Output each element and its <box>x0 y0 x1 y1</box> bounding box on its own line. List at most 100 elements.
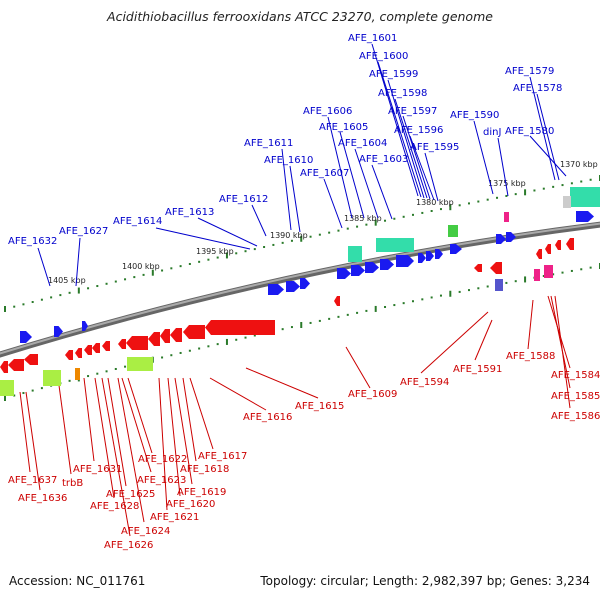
leader-line <box>554 295 571 409</box>
gene-label[interactable]: AFE_1584 <box>551 370 600 381</box>
gene-label[interactable]: AFE_1616 <box>243 412 292 423</box>
gene-label[interactable]: AFE_1597 <box>388 106 437 117</box>
gene-label[interactable]: AFE_1586 <box>551 411 600 422</box>
gene-label[interactable]: AFE_1626 <box>104 540 153 551</box>
outer-scale-tick <box>384 219 387 222</box>
genome-backbone <box>0 221 600 358</box>
outer-scale-tick <box>337 229 340 232</box>
outer-scale-tick <box>161 269 164 272</box>
outer-scale-tick <box>59 294 62 297</box>
reverse-gene <box>490 262 502 274</box>
gene-label[interactable]: AFE_1596 <box>394 125 443 136</box>
misc-feature <box>534 269 540 281</box>
gene-label[interactable]: AFE_1611 <box>244 138 293 149</box>
forward-gene <box>351 265 365 276</box>
gene-label[interactable]: AFE_1628 <box>90 501 139 512</box>
inner-scale-tick <box>253 334 256 337</box>
gene-label[interactable]: AFE_1613 <box>165 207 214 218</box>
leader-line <box>420 311 489 374</box>
gene-label[interactable]: trbB <box>62 478 83 489</box>
gene-label[interactable]: AFE_1599 <box>369 69 418 80</box>
leader-line <box>377 61 422 198</box>
gene-label[interactable]: AFE_1605 <box>319 122 368 133</box>
leader-line <box>327 116 353 219</box>
gene-label[interactable]: AFE_1604 <box>338 138 387 149</box>
gene-label[interactable]: AFE_1591 <box>453 364 502 375</box>
leader-line <box>289 165 301 233</box>
gene-label[interactable]: AFE_1580 <box>505 126 554 137</box>
gene-label[interactable]: dinJ <box>483 127 501 138</box>
pseudo-gene <box>0 380 14 396</box>
inner-scale-tick <box>439 294 442 297</box>
gene-label[interactable]: AFE_1578 <box>513 83 562 94</box>
gene-label[interactable]: AFE_1600 <box>359 51 408 62</box>
outer-scale-tick <box>542 187 545 190</box>
forward-gene <box>450 244 462 254</box>
gene-label[interactable]: AFE_1588 <box>506 351 555 362</box>
gene-label[interactable]: AFE_1625 <box>106 489 155 500</box>
forward-gene <box>496 234 506 244</box>
gene-label[interactable]: AFE_1636 <box>18 493 67 504</box>
inner-scale-tick <box>235 338 238 341</box>
leader-line <box>371 164 393 220</box>
forward-gene <box>365 262 379 273</box>
outer-scale-tick <box>114 280 117 283</box>
gene-label[interactable]: AFE_1631 <box>73 464 122 475</box>
gene-label[interactable]: AFE_1603 <box>359 154 408 165</box>
pseudo-gene <box>127 357 153 371</box>
gene-label[interactable]: AFE_1624 <box>121 526 170 537</box>
leader-line <box>474 319 493 361</box>
reverse-gene <box>118 339 126 349</box>
reverse-gene <box>474 264 482 272</box>
gene-label[interactable]: AFE_1585 <box>551 391 600 402</box>
outer-scale-tick <box>365 223 368 226</box>
forward-gene <box>268 284 284 295</box>
reverse-gene <box>205 320 275 335</box>
gene-label[interactable]: AFE_1606 <box>303 106 352 117</box>
gene-label[interactable]: AFE_1615 <box>295 401 344 412</box>
misc-feature <box>544 265 553 278</box>
gene-label[interactable]: AFE_1623 <box>137 475 186 486</box>
gene-label[interactable]: AFE_1620 <box>166 499 215 510</box>
gene-label[interactable]: AFE_1627 <box>59 226 108 237</box>
gene-label[interactable]: AFE_1595 <box>410 142 459 153</box>
inner-scale-tick <box>365 309 368 312</box>
gene-label[interactable]: AFE_1610 <box>264 155 313 166</box>
scale-label: 1385 kbp <box>344 214 382 223</box>
inner-scale-tick <box>225 338 228 345</box>
inner-scale-tick <box>486 285 489 288</box>
gene-label[interactable]: AFE_1590 <box>450 110 499 121</box>
gene-label[interactable]: AFE_1609 <box>348 389 397 400</box>
gene-label[interactable]: AFE_1601 <box>348 33 397 44</box>
outer-scale-tick <box>533 189 536 192</box>
gene-label[interactable]: AFE_1619 <box>177 487 226 498</box>
gene-label[interactable]: AFE_1617 <box>198 451 247 462</box>
gene-label[interactable]: AFE_1594 <box>400 377 449 388</box>
outer-scale-tick <box>142 273 145 276</box>
gene-label[interactable]: AFE_1621 <box>150 512 199 523</box>
outer-scale-tick <box>179 265 182 268</box>
scale-label: 1400 kbp <box>122 262 160 271</box>
gene-label[interactable]: AFE_1618 <box>180 464 229 475</box>
gene-label[interactable]: AFE_1612 <box>219 194 268 205</box>
gene-label[interactable]: AFE_1637 <box>8 475 57 486</box>
leader-line <box>158 377 168 511</box>
reverse-gene <box>183 325 205 339</box>
outer-scale-tick <box>198 260 201 263</box>
scale-label: 1380 kbp <box>416 198 454 207</box>
inner-scale-tick <box>114 367 117 370</box>
gene-label[interactable]: AFE_1614 <box>113 216 162 227</box>
forward-gene <box>396 255 414 267</box>
gene-label[interactable]: AFE_1622 <box>138 454 187 465</box>
gene-label[interactable]: AFE_1598 <box>378 88 427 99</box>
gene-label[interactable]: AFE_1632 <box>8 236 57 247</box>
outer-scale-tick <box>235 252 238 255</box>
gene-label[interactable]: AFE_1579 <box>505 66 554 77</box>
reverse-gene <box>555 240 561 250</box>
leader-line <box>529 76 556 181</box>
inner-scale-tick <box>411 300 414 303</box>
gene-label[interactable]: AFE_1607 <box>300 168 349 179</box>
forward-gene <box>300 278 310 289</box>
inner-scale-tick <box>87 375 90 378</box>
